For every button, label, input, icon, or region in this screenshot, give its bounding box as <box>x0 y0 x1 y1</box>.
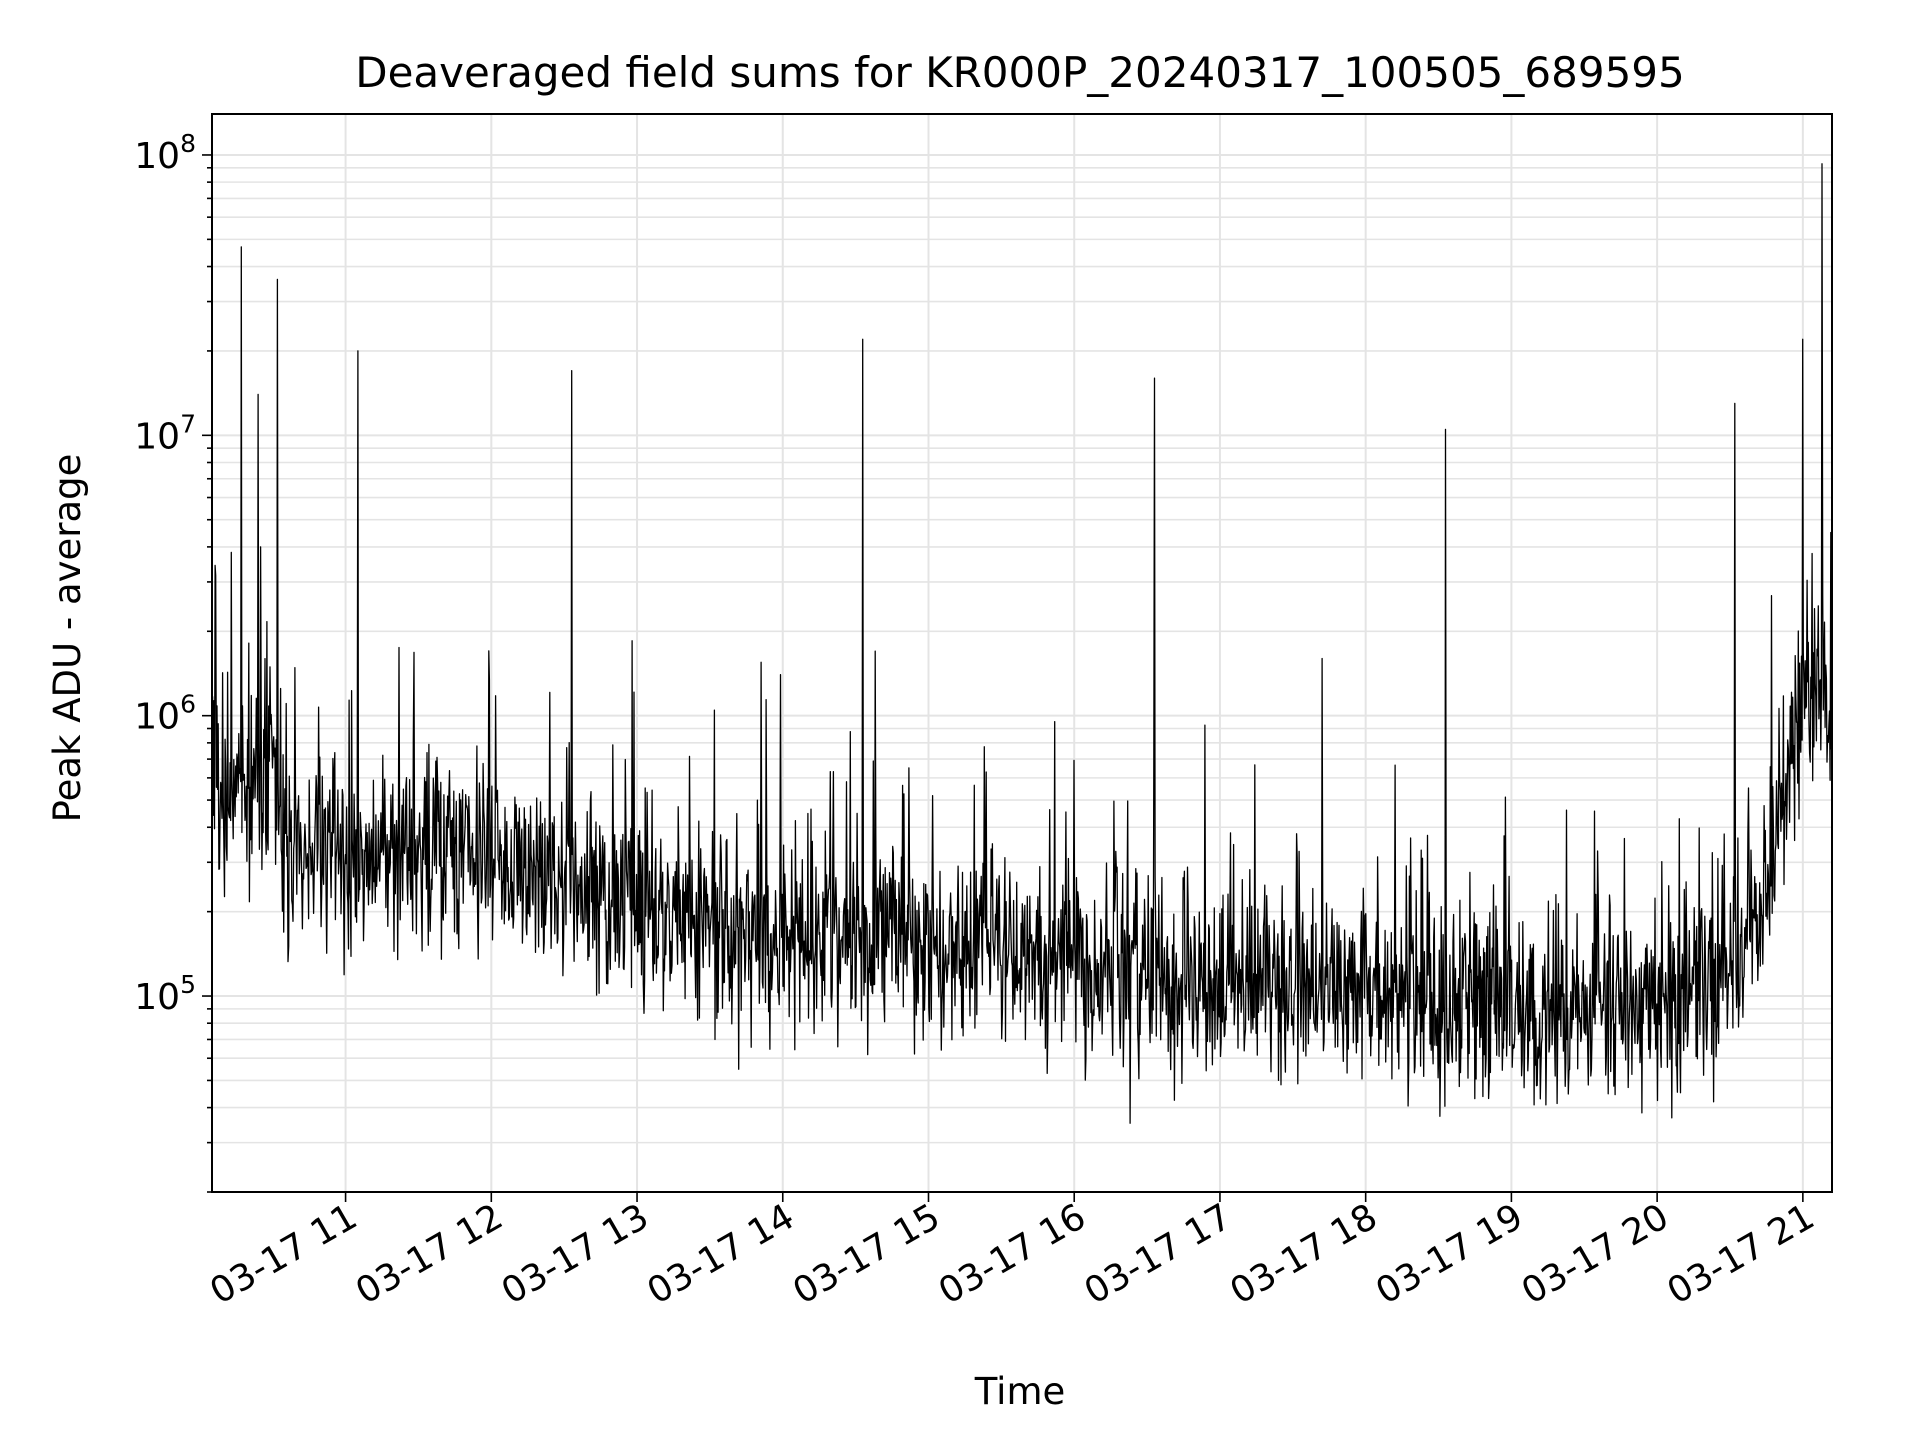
series-line <box>211 163 1833 1124</box>
y-tick-label: 107 <box>134 409 196 457</box>
plot-frame <box>211 113 1833 1193</box>
x-axis-label: Time <box>974 1370 1066 1413</box>
y-tick-label: 108 <box>134 129 196 177</box>
chart-title: Deaveraged field sums for KR000P_2024031… <box>355 48 1685 97</box>
y-tick-label: 105 <box>134 970 196 1018</box>
data-series <box>211 163 1833 1124</box>
y-tick-label: 106 <box>134 690 196 738</box>
y-axis-label: Peak ADU - average <box>46 454 89 823</box>
